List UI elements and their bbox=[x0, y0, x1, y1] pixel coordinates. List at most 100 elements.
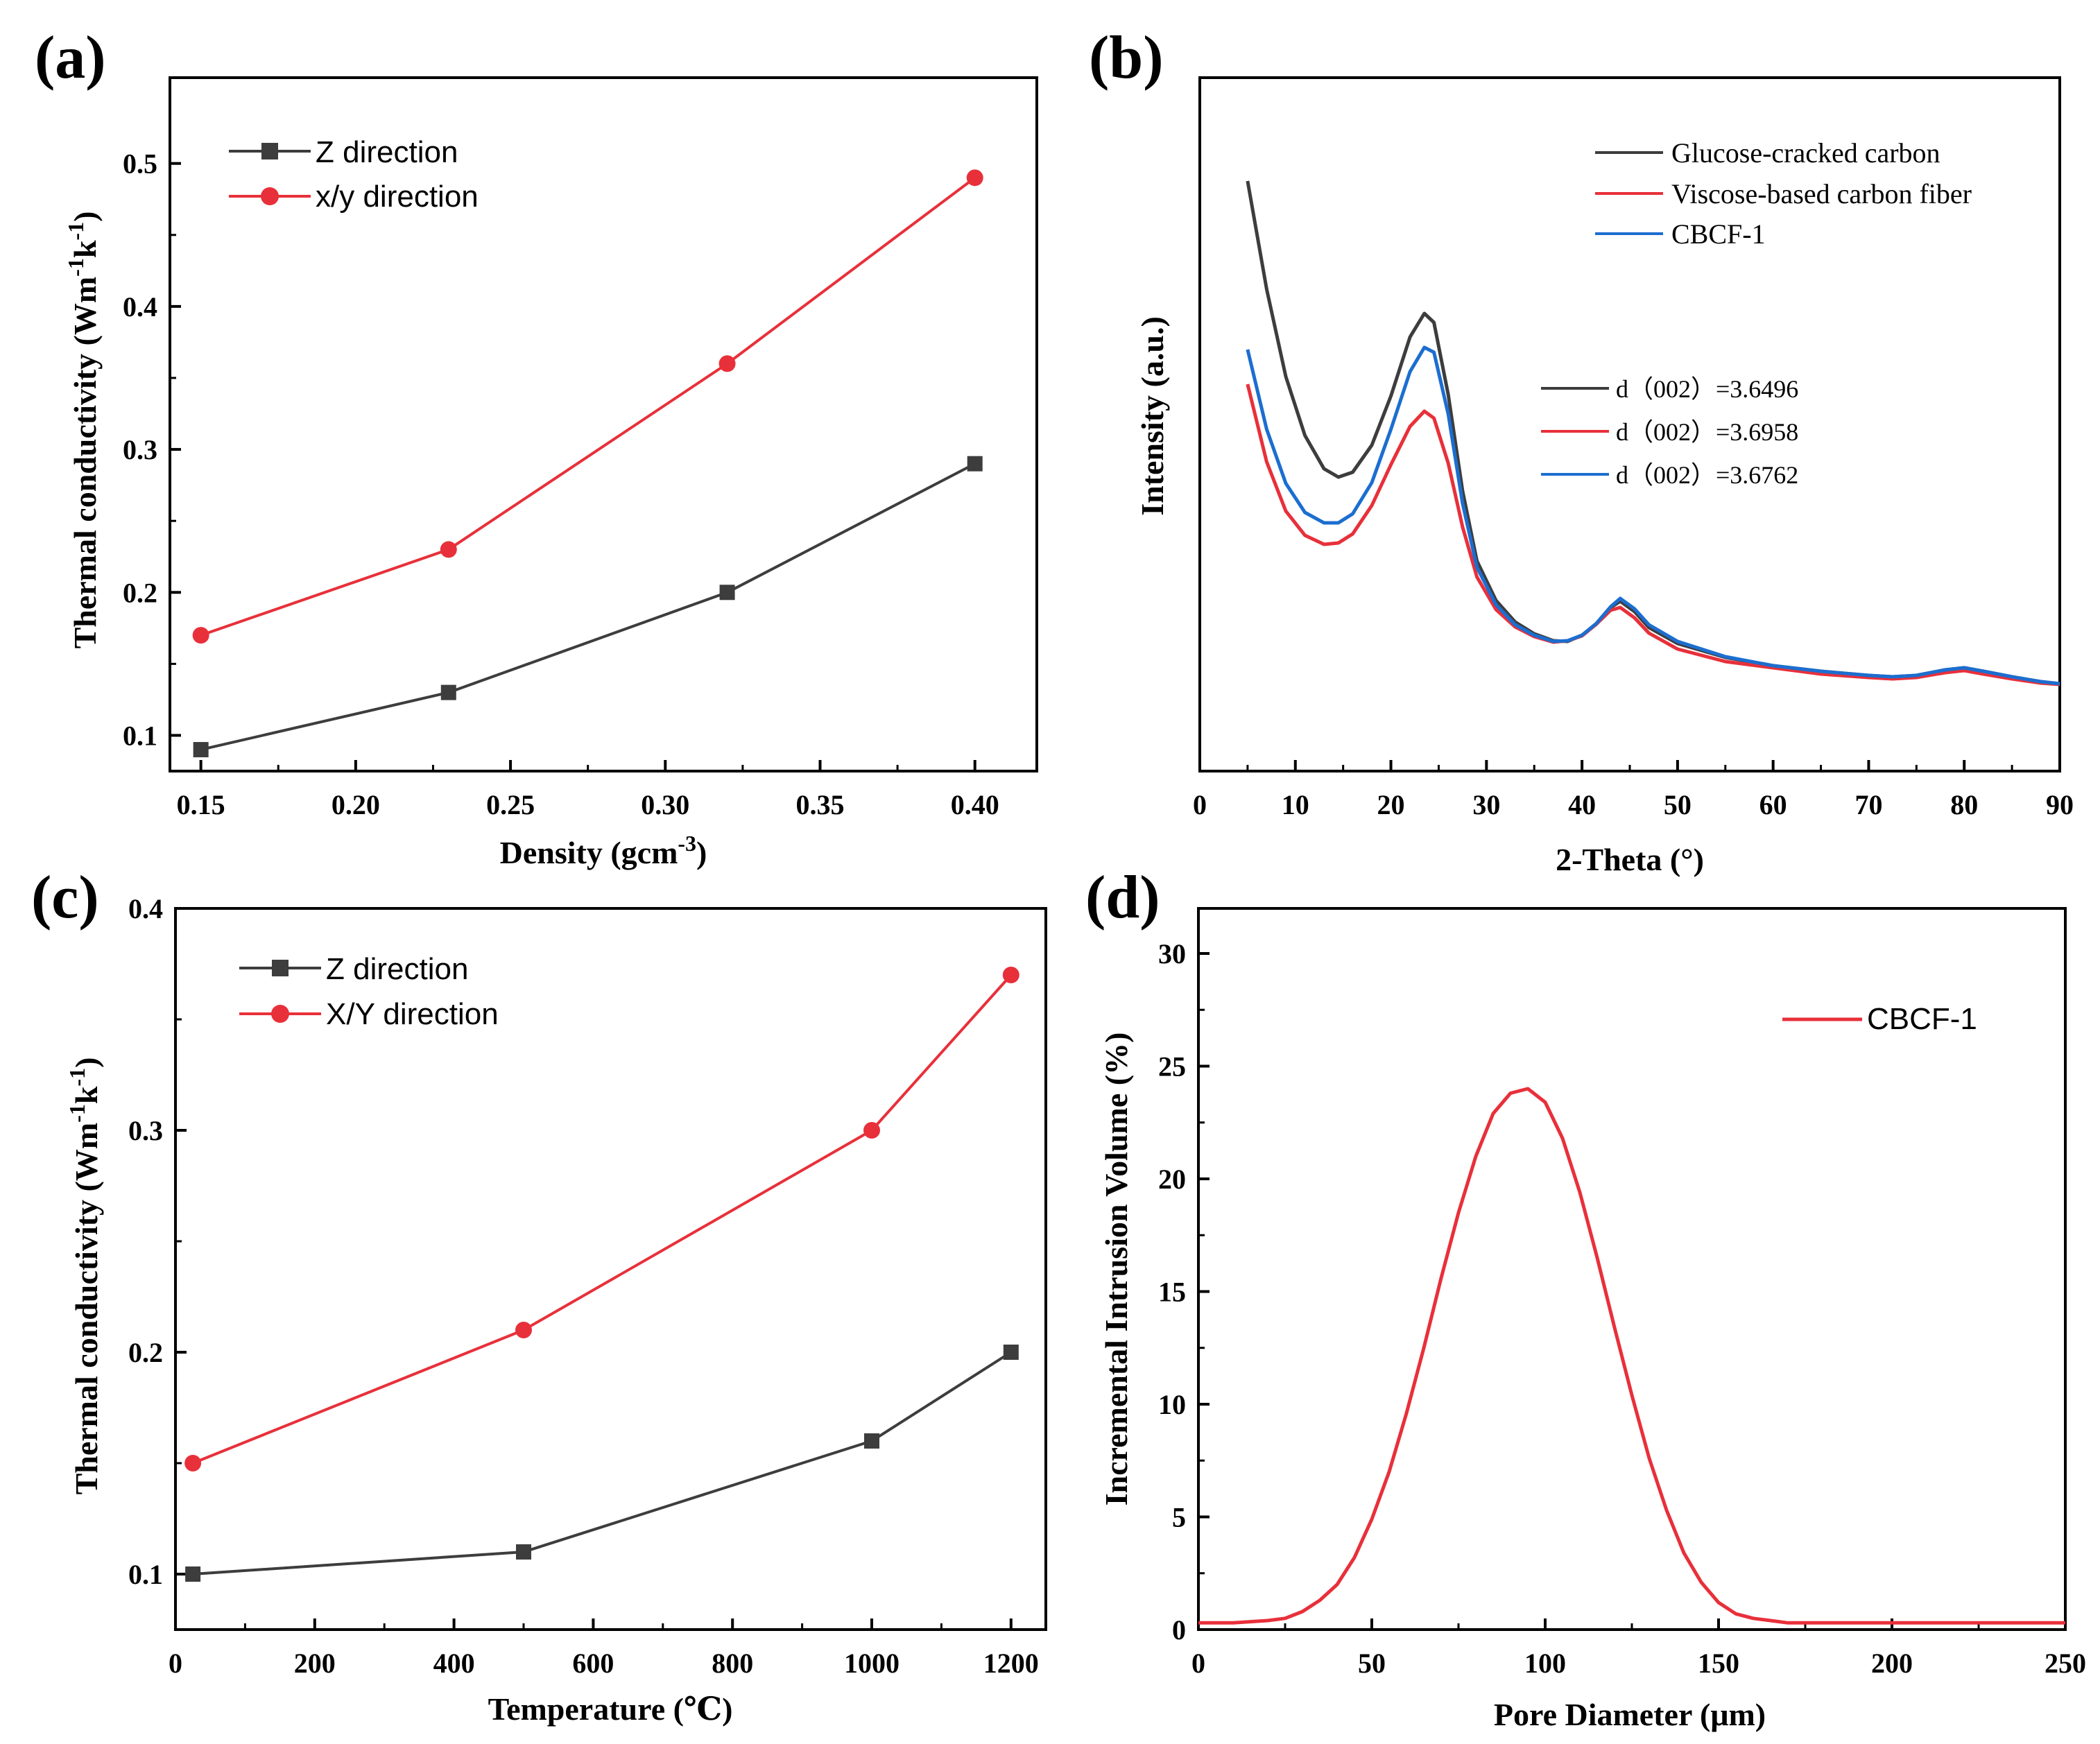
legend-marker-z-c bbox=[272, 960, 289, 976]
data-point-square bbox=[440, 684, 456, 700]
legend-label-glucose: Glucose-cracked carbon bbox=[1671, 137, 1940, 169]
panel-b: (b) 0 10 20 30 40 50 60 70 80 90 Glucose-cracked … bbox=[1089, 24, 2074, 877]
x-tick-label: 400 bbox=[433, 1648, 475, 1679]
x-tick-label: 150 bbox=[1698, 1648, 1739, 1679]
legend-c: Z direction X/Y direction bbox=[239, 952, 499, 1031]
legend-label-viscose: Viscose-based carbon fiber bbox=[1671, 178, 1972, 209]
data-point-circle bbox=[192, 627, 209, 644]
y-tick-label: 0.5 bbox=[123, 148, 157, 180]
panel-label-c: (c) bbox=[31, 864, 99, 931]
panel-label-d: (d) bbox=[1085, 864, 1160, 931]
x-axis-title-c: Temperature (℃) bbox=[488, 1691, 733, 1727]
data-point-square bbox=[719, 585, 735, 601]
x-tick-label: 200 bbox=[294, 1648, 336, 1679]
legend-marker-xy-c bbox=[271, 1005, 289, 1023]
legend-b: Glucose-cracked carbon Viscose-based car… bbox=[1595, 137, 1972, 250]
plot-frame-a bbox=[169, 76, 1038, 772]
x-tick-label: 0 bbox=[1191, 1648, 1205, 1679]
series-line-c-1 bbox=[192, 974, 1013, 1465]
data-point-circle bbox=[966, 169, 983, 187]
y-axis-title-c: Thermal conductivity (Wm-1k-1) bbox=[64, 1057, 104, 1495]
y-tick-label: 30 bbox=[1158, 938, 1186, 969]
x-tick-label: 70 bbox=[1854, 789, 1882, 820]
markers-a bbox=[192, 169, 983, 758]
lines-d bbox=[1198, 1087, 2065, 1625]
lines-b bbox=[1246, 180, 2060, 687]
y-tick-label: 0.2 bbox=[123, 577, 157, 608]
x-tick-label: 0 bbox=[169, 1648, 182, 1679]
panel-d: (d) 0 50 100 150 200 250 0 5 10 15 20 25 30 CBCF-1 P… bbox=[1085, 864, 2086, 1732]
y-tick-label: 0.3 bbox=[123, 434, 157, 465]
data-point-circle bbox=[515, 1322, 532, 1338]
y-tick-label: 0.4 bbox=[123, 291, 157, 322]
plot-frame-c bbox=[174, 907, 1047, 1631]
x-tick-label: 250 bbox=[2045, 1648, 2086, 1679]
ticks-b: 0 10 20 30 40 50 60 70 80 90 bbox=[1193, 760, 2074, 820]
x-tick-label: 30 bbox=[1472, 789, 1500, 820]
x-tick-label: 1000 bbox=[844, 1648, 900, 1679]
x-tick-label: 20 bbox=[1377, 789, 1405, 820]
x-tick-label: 80 bbox=[1950, 789, 1978, 820]
legend-label-z-c: Z direction bbox=[326, 952, 468, 986]
legend-d: CBCF-1 bbox=[1782, 1002, 1977, 1036]
data-point-square bbox=[864, 1433, 879, 1449]
legend-label-cbcf-d: CBCF-1 bbox=[1867, 1002, 1977, 1036]
y-tick-label: 0.3 bbox=[128, 1115, 163, 1146]
y-tick-label: 0.4 bbox=[128, 893, 163, 924]
data-point-square bbox=[193, 742, 209, 758]
series-line-b-2 bbox=[1246, 345, 2060, 686]
series-line-c-0 bbox=[192, 1351, 1012, 1575]
x-axis-title-a: Density (gcm-3) bbox=[500, 831, 707, 870]
legend-marker-xy bbox=[261, 187, 279, 205]
x-tick-label: 1200 bbox=[983, 1648, 1039, 1679]
y-tick-label: 5 bbox=[1172, 1502, 1186, 1533]
y-tick-label: 0.1 bbox=[123, 720, 157, 751]
legend-label-z: Z direction bbox=[316, 135, 458, 169]
data-point-circle bbox=[440, 541, 457, 558]
data-point-square bbox=[516, 1544, 531, 1560]
legend-marker-z bbox=[261, 143, 278, 159]
annot-label-cbcf: d（002）=3.6762 bbox=[1616, 461, 1798, 489]
series-line-d-0 bbox=[1198, 1087, 2065, 1625]
lines-a bbox=[200, 176, 976, 752]
series-line-a-0 bbox=[200, 462, 976, 752]
y-tick-label: 0.1 bbox=[128, 1559, 163, 1590]
annot-label-viscose: d（002）=3.6958 bbox=[1616, 418, 1798, 446]
panel-a: (a) 0.15 0.20 0.25 0.30 0.35 0.40 0.1 0.2 0.3 0.4… bbox=[35, 24, 1038, 870]
x-axis-title-d: Pore Diameter (μm) bbox=[1494, 1697, 1766, 1732]
y-tick-label: 25 bbox=[1158, 1051, 1186, 1082]
x-tick-label: 100 bbox=[1524, 1648, 1566, 1679]
x-tick-label: 10 bbox=[1282, 789, 1309, 820]
data-point-square bbox=[967, 456, 983, 472]
y-tick-label: 0 bbox=[1172, 1614, 1186, 1646]
ticks-d: 0 50 100 150 200 250 0 5 10 15 20 25 30 bbox=[1158, 938, 2086, 1679]
data-point-square bbox=[185, 1566, 201, 1582]
data-point-square bbox=[1003, 1345, 1019, 1360]
x-tick-label: 60 bbox=[1759, 789, 1787, 820]
x-tick-label: 0.35 bbox=[796, 789, 845, 820]
x-tick-label: 0.25 bbox=[486, 789, 535, 820]
y-axis-title-b: Intensity (a.u.) bbox=[1135, 316, 1170, 516]
d-spacing-annotations: d（002）=3.6496 d（002）=3.6958 d（002）=3.676… bbox=[1541, 375, 1798, 489]
x-tick-label: 200 bbox=[1871, 1648, 1913, 1679]
x-tick-label: 0.20 bbox=[332, 789, 380, 820]
x-tick-label: 0.40 bbox=[951, 789, 999, 820]
x-tick-label: 600 bbox=[572, 1648, 614, 1679]
markers-c bbox=[184, 967, 1019, 1582]
annot-label-glucose: d（002）=3.6496 bbox=[1616, 375, 1798, 403]
legend-a: Z direction x/y direction bbox=[229, 135, 479, 214]
x-tick-label: 40 bbox=[1568, 789, 1596, 820]
series-line-a-1 bbox=[200, 176, 976, 637]
y-axis-title-d: Incremental Intrusion Volume (%) bbox=[1099, 1033, 1134, 1506]
x-tick-label: 50 bbox=[1358, 1648, 1386, 1679]
x-tick-label: 50 bbox=[1664, 789, 1692, 820]
y-tick-label: 0.2 bbox=[128, 1337, 163, 1368]
data-point-circle bbox=[718, 355, 736, 372]
panel-label-b: (b) bbox=[1089, 24, 1164, 92]
y-axis-title-a: Thermal conductivity (Wm-1k-1) bbox=[63, 211, 103, 649]
data-point-circle bbox=[863, 1122, 880, 1139]
panel-c: (c) 0 200 400 600 800 1000 1200 0.1 0.2 0.3 0.4 Z … bbox=[31, 864, 1047, 1727]
x-tick-label: 0 bbox=[1193, 789, 1207, 820]
ticks-a: 0.15 0.20 0.25 0.30 0.35 0.40 0.1 0.2 0.3 0.4 0.5 bbox=[123, 148, 999, 820]
